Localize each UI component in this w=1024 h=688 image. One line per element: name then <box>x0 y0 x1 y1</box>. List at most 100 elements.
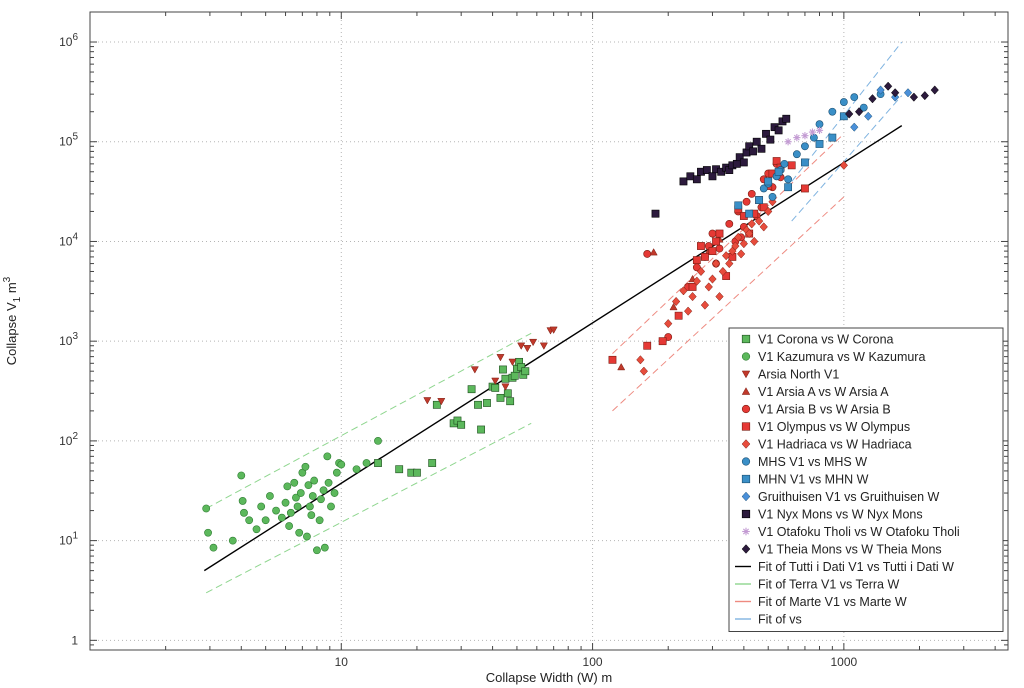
data-point <box>510 371 519 380</box>
legend-marker-swatch <box>741 457 751 466</box>
data-point <box>735 153 744 162</box>
y-axis-title-sub: 1 <box>12 296 23 302</box>
data-point <box>868 94 877 104</box>
data-point <box>850 122 859 132</box>
legend-box <box>728 327 1004 632</box>
data-point <box>708 229 717 238</box>
data-point <box>688 292 697 302</box>
data-point <box>782 114 791 123</box>
legend-label: Fit of Terra V1 vs Terra W <box>758 578 899 592</box>
data-point <box>301 462 310 471</box>
data-point <box>315 516 324 525</box>
data-point <box>745 228 754 239</box>
data-point <box>692 175 701 184</box>
fit-line <box>612 133 845 354</box>
legend-label: Arsia North V1 <box>758 368 839 382</box>
fit-line <box>612 196 845 412</box>
data-point <box>891 88 900 98</box>
legend-label: V1 Kazumura vs W Kazumura <box>758 350 925 364</box>
data-point <box>437 398 446 406</box>
data-point <box>272 506 280 515</box>
data-point <box>692 276 701 286</box>
data-point <box>651 209 660 218</box>
data-point <box>759 184 768 193</box>
data-point <box>715 229 724 238</box>
data-point <box>474 400 482 409</box>
data-point <box>850 93 859 102</box>
data-point <box>701 253 709 261</box>
y-tick-label-exponent: 1 <box>72 531 78 542</box>
data-point <box>801 184 809 193</box>
data-point <box>742 197 751 206</box>
data-point <box>725 219 734 228</box>
legend-marker-swatch <box>741 422 751 431</box>
legend-marker-swatch <box>741 370 751 379</box>
data-point <box>501 374 510 383</box>
data-point <box>374 436 382 445</box>
y-tick-label: 103 <box>59 331 78 348</box>
data-point <box>362 459 371 467</box>
data-point <box>523 345 532 353</box>
legend-label: Gruithuisen V1 vs Gruithuisen W <box>758 490 940 504</box>
data-point <box>747 189 756 198</box>
data-point <box>428 459 437 467</box>
data-point <box>708 247 717 256</box>
legend-label: V1 Corona vs W Corona <box>758 333 894 347</box>
data-point <box>839 160 848 170</box>
data-point <box>671 296 681 307</box>
x-tick-label: 100 <box>583 655 603 669</box>
data-point <box>308 492 317 500</box>
data-point <box>529 338 538 347</box>
data-point <box>257 502 266 511</box>
data-point <box>296 489 305 497</box>
data-point <box>750 236 759 247</box>
y-tick-label-exponent: 2 <box>72 431 78 442</box>
data-point <box>801 142 809 151</box>
legend-label: V1 Otafoku Tholi vs W Otafoku Tholi <box>758 525 960 539</box>
data-points <box>202 81 939 555</box>
y-tick-label-exponent: 4 <box>72 231 78 242</box>
y-tick-label: 101 <box>59 531 78 548</box>
data-point <box>715 292 724 302</box>
fit-line <box>791 41 903 182</box>
data-point <box>285 522 294 530</box>
y-tick-label-exponent: 5 <box>72 132 78 143</box>
data-point <box>330 489 339 497</box>
data-point <box>679 177 688 186</box>
data-point <box>704 282 713 292</box>
data-point <box>859 103 868 112</box>
data-point <box>697 242 705 250</box>
fit-line <box>205 422 532 594</box>
data-point <box>319 486 328 495</box>
data-point <box>508 358 517 366</box>
data-point <box>228 536 237 545</box>
data-point <box>643 250 652 258</box>
data-point <box>423 397 432 405</box>
data-point <box>491 383 500 392</box>
data-point <box>876 85 885 95</box>
data-point <box>815 120 824 129</box>
data-point <box>664 319 673 329</box>
y-tick-label-base: 10 <box>59 234 73 248</box>
legend-label: V1 Arsia B vs W Arsia B <box>758 403 891 417</box>
data-point <box>303 532 311 541</box>
data-point <box>930 85 939 95</box>
data-point <box>692 256 701 265</box>
data-point <box>496 354 505 362</box>
data-point <box>828 133 837 142</box>
data-point <box>839 98 848 106</box>
data-point <box>261 516 270 525</box>
data-point <box>324 478 333 487</box>
data-point <box>292 493 300 502</box>
data-point <box>784 138 792 146</box>
data-point <box>245 516 254 525</box>
data-point <box>759 222 768 232</box>
legend-label: Fit of vs <box>758 613 802 627</box>
data-point <box>745 209 754 218</box>
data-point <box>688 283 697 291</box>
data-point <box>734 201 743 210</box>
data-point <box>749 147 757 156</box>
y-tick-label: 104 <box>59 231 78 248</box>
legend-marker-swatch <box>741 404 751 414</box>
data-point <box>854 107 864 117</box>
